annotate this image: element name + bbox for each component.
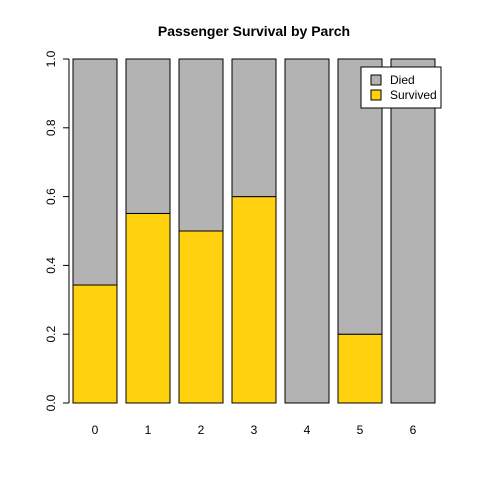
y-tick-label: 1.0	[44, 50, 58, 67]
y-tick-label: 0.6	[44, 188, 58, 205]
legend-box	[360, 66, 442, 109]
x-tick-label: 2	[198, 423, 205, 437]
chart-title: Passenger Survival by Parch	[158, 23, 350, 39]
bar-died-0	[72, 58, 118, 286]
y-axis: 0.0 0.2 0.4 0.6 0.8 1.0	[44, 50, 70, 411]
bar-died-6	[390, 58, 436, 404]
bar-survived-3	[231, 196, 277, 404]
bar-died-1	[125, 58, 171, 214]
bar-survived-1	[125, 212, 171, 404]
bars-group	[72, 58, 436, 404]
y-tick-label: 0.2	[44, 326, 58, 343]
x-tick-label: 5	[357, 423, 364, 437]
x-axis-labels: 0 1 2 3 4 5 6	[92, 423, 417, 437]
x-tick-label: 4	[304, 423, 311, 437]
bar-died-3	[231, 58, 277, 198]
bar-survived-0	[72, 284, 118, 404]
legend-label-survived: Survived	[390, 88, 437, 102]
y-tick-label: 0.8	[44, 119, 58, 136]
bar-survived-5	[337, 333, 383, 404]
bar-died-4	[284, 58, 330, 404]
x-tick-label: 3	[251, 423, 258, 437]
y-tick-label: 0.4	[44, 257, 58, 274]
y-tick-label: 0.0	[44, 394, 58, 411]
x-tick-label: 6	[410, 423, 417, 437]
x-tick-label: 0	[92, 423, 99, 437]
x-tick-label: 1	[145, 423, 152, 437]
legend-swatch-survived	[370, 89, 382, 101]
legend-label-died: Died	[390, 73, 415, 87]
legend-swatch-died	[370, 74, 382, 86]
bar-survived-2	[178, 230, 224, 404]
bar-died-2	[178, 58, 224, 232]
